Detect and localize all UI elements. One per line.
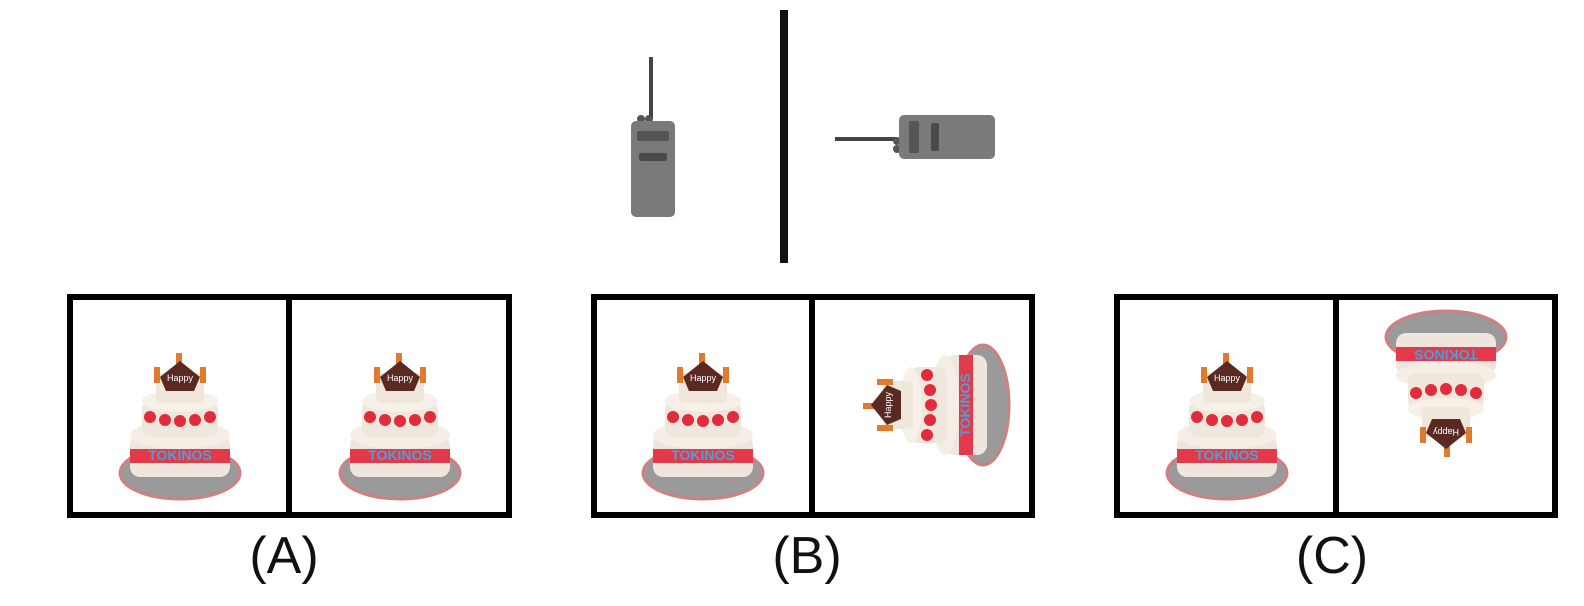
reference [631, 10, 995, 263]
option-label: (A) [249, 527, 318, 585]
option-label: (B) [772, 527, 841, 585]
cake [861, 343, 1011, 467]
option-c: (C) [1114, 294, 1558, 585]
radio-upright [631, 57, 675, 217]
divider [780, 10, 788, 263]
cake [118, 351, 242, 501]
cake [1384, 309, 1508, 459]
cake [641, 351, 765, 501]
option-b: (B) [591, 294, 1035, 585]
radio-rotated [835, 115, 995, 159]
option-a: (A) [67, 294, 512, 585]
option-label: (C) [1296, 527, 1368, 585]
cake [338, 351, 462, 501]
cake [1165, 351, 1289, 501]
